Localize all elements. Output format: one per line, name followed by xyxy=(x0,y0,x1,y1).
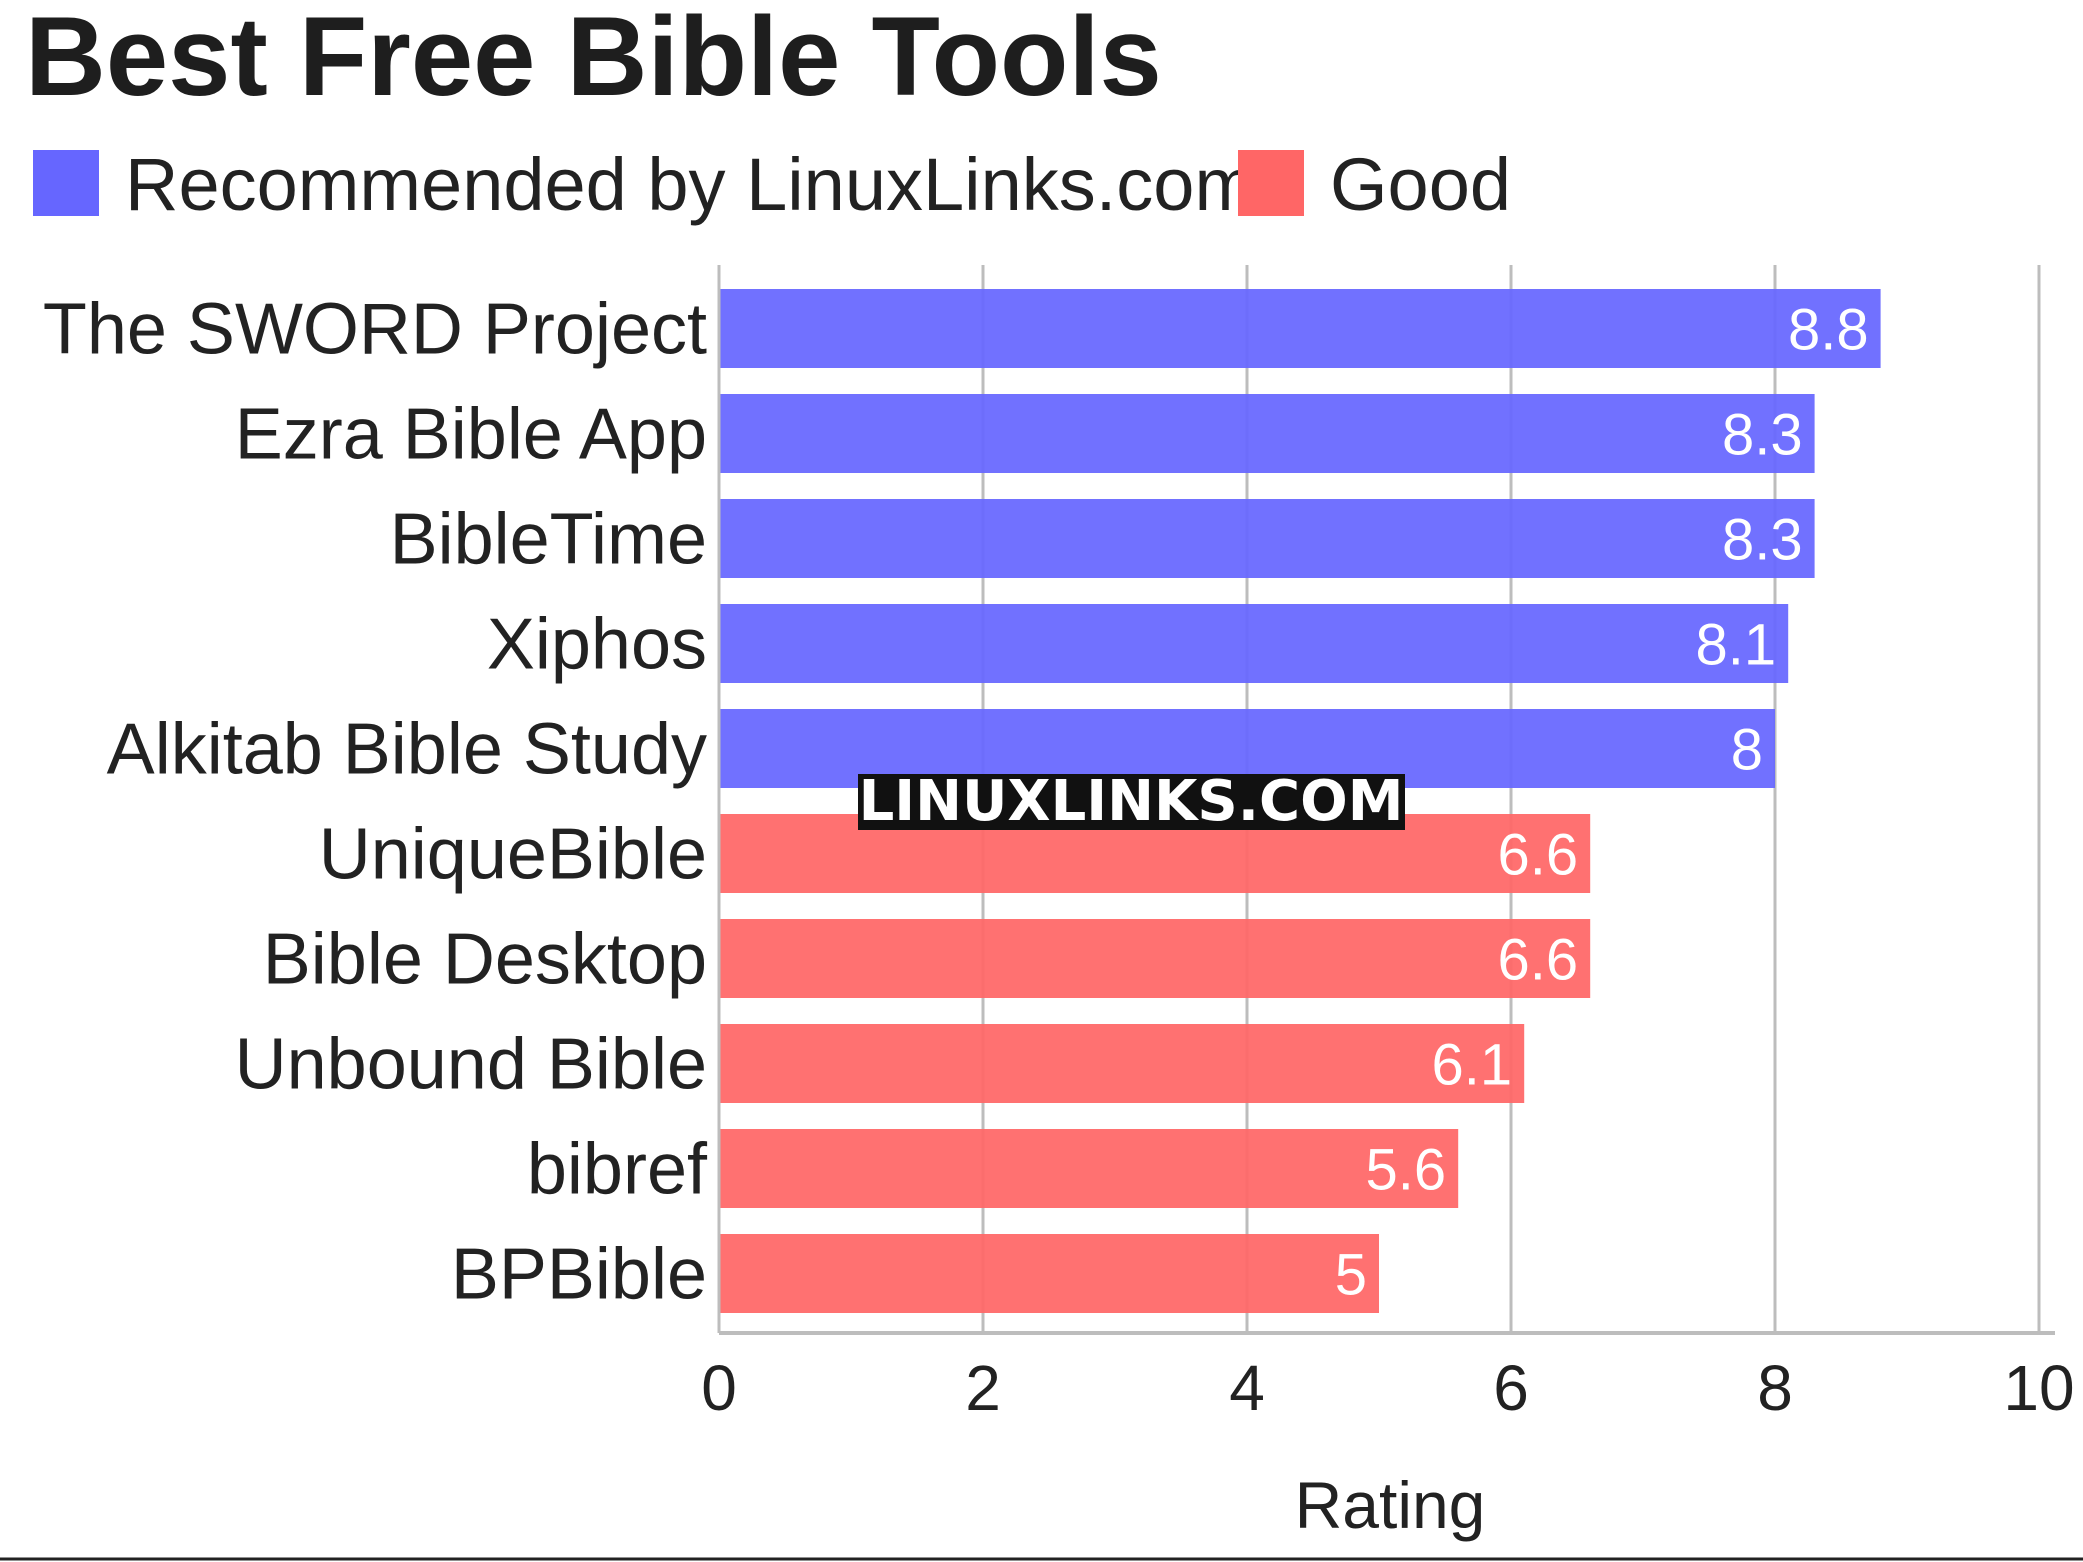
watermark-background xyxy=(858,774,1405,830)
data-label: 6.6 xyxy=(1498,823,1579,888)
legend-label-good: Good xyxy=(1330,143,1511,226)
data-label: 5 xyxy=(1335,1243,1367,1308)
category-label: bibref xyxy=(527,1130,708,1210)
category-label: Unbound Bible xyxy=(235,1025,707,1105)
x-tick-label: 0 xyxy=(701,1352,737,1424)
data-label: 8.8 xyxy=(1788,298,1869,363)
category-label: Xiphos xyxy=(487,605,707,685)
x-tick-label: 10 xyxy=(2003,1352,2074,1424)
category-label: BPBible xyxy=(451,1235,707,1315)
data-label: 8.3 xyxy=(1722,508,1803,573)
data-label: 8.1 xyxy=(1696,613,1777,678)
x-tick-labels: 0 2 4 6 8 10 xyxy=(701,1352,2074,1424)
bars xyxy=(719,289,1881,1313)
bar xyxy=(719,499,1815,578)
value-labels: 8.8 8.3 8.3 8.1 8 6.6 6.6 6.1 5.6 5 xyxy=(1335,298,1869,1308)
chart-title: Best Free Bible Tools xyxy=(25,0,1162,119)
data-label: 8.3 xyxy=(1722,403,1803,468)
x-tick-label: 8 xyxy=(1757,1352,1793,1424)
category-label: Alkitab Bible Study xyxy=(107,710,707,790)
category-label: BibleTime xyxy=(390,500,707,580)
data-label: 6.6 xyxy=(1498,928,1579,993)
category-labels: The SWORD Project Ezra Bible App BibleTime… xyxy=(43,290,708,1315)
x-axis-title: Rating xyxy=(1295,1468,1486,1542)
data-label: 8 xyxy=(1731,718,1763,783)
watermark: LINUXLINKS.COM xyxy=(858,769,1405,834)
category-label: Ezra Bible App xyxy=(235,395,707,475)
category-label: The SWORD Project xyxy=(43,290,707,370)
bar xyxy=(719,919,1591,998)
bar xyxy=(719,394,1815,473)
bar xyxy=(719,1234,1379,1313)
legend-label-recommended: Recommended by LinuxLinks.com xyxy=(125,143,1256,226)
x-tick-label: 6 xyxy=(1493,1352,1529,1424)
bar xyxy=(719,604,1789,683)
data-label: 5.6 xyxy=(1366,1138,1447,1203)
legend: Recommended by LinuxLinks.com Good xyxy=(33,143,1511,226)
bar xyxy=(719,1129,1459,1208)
x-tick-label: 2 xyxy=(965,1352,1001,1424)
legend-swatch-recommended xyxy=(33,150,99,216)
x-axis xyxy=(717,265,2055,1335)
bar xyxy=(719,1024,1525,1103)
legend-swatch-good xyxy=(1238,150,1304,216)
bar xyxy=(719,289,1881,368)
category-label: Bible Desktop xyxy=(263,920,707,1000)
watermark-text: LINUXLINKS.COM xyxy=(859,769,1404,834)
x-tick-label: 4 xyxy=(1229,1352,1265,1424)
category-label: UniqueBible xyxy=(319,815,707,895)
data-label: 6.1 xyxy=(1432,1033,1513,1098)
